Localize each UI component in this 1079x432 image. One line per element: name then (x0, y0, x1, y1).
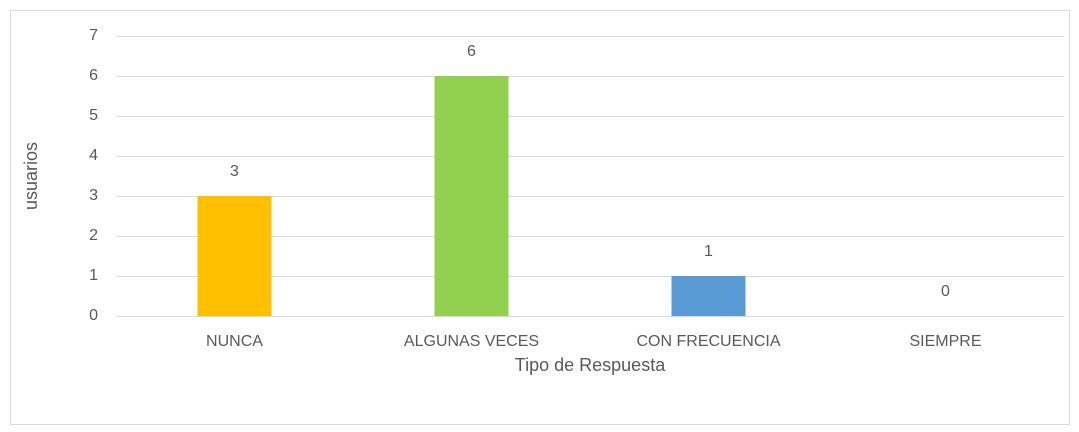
y-tick-label: 5 (89, 107, 98, 124)
data-label: 0 (941, 283, 950, 300)
y-tick-label: 3 (89, 187, 98, 204)
bar (434, 76, 509, 316)
y-tick-label: 0 (89, 307, 98, 324)
chart-frame (10, 10, 1070, 425)
data-label: 1 (704, 243, 713, 260)
y-tick-label: 7 (89, 27, 98, 44)
y-tick-label: 2 (89, 227, 98, 244)
x-tick-label: ALGUNAS VECES (404, 333, 539, 350)
x-tick-label: NUNCA (206, 333, 263, 350)
bar (671, 276, 746, 316)
y-axis-title: usuarios (21, 142, 41, 210)
y-tick-label: 1 (89, 267, 98, 284)
y-tick-label: 6 (89, 67, 98, 84)
data-label: 6 (467, 43, 476, 60)
data-label: 3 (230, 163, 239, 180)
y-tick-label: 4 (89, 147, 98, 164)
bar (197, 196, 272, 316)
x-axis-title: Tipo de Respuesta (515, 355, 666, 375)
x-tick-label: SIEMPRE (909, 333, 981, 350)
x-tick-label: CON FRECUENCIA (636, 333, 780, 350)
